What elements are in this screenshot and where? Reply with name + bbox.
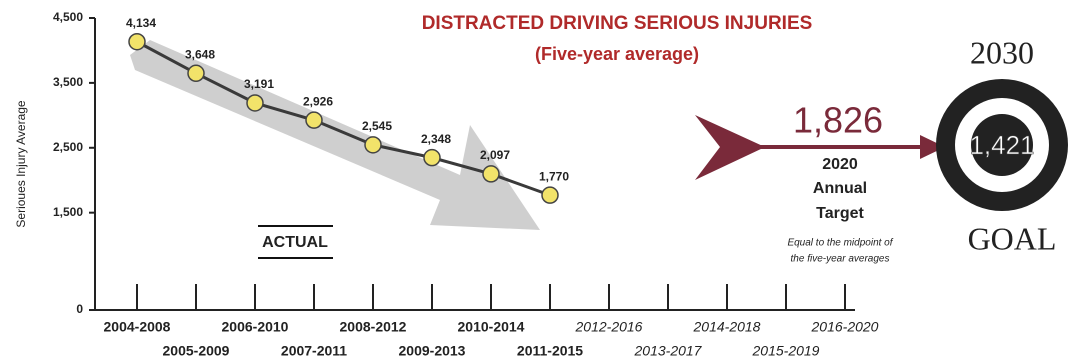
x-tick-label: 2013-2017 xyxy=(634,343,703,359)
x-tick-label: 2007-2011 xyxy=(281,343,347,359)
x-tick-label: 2016-2020 xyxy=(811,319,879,335)
y-tick-label: 2,500 xyxy=(53,140,83,154)
target-note: Equal to the midpoint of xyxy=(787,238,893,249)
data-label: 3,191 xyxy=(244,77,274,91)
y-tick-label: 4,500 xyxy=(53,10,83,24)
target-text: Annual xyxy=(813,180,867,197)
target-arrow-head xyxy=(920,135,945,159)
x-tick-label: 2004-2008 xyxy=(104,319,171,335)
goal-text: GOAL xyxy=(968,220,1057,256)
data-point xyxy=(187,64,205,83)
y-axis-label: Serioues Injury Average xyxy=(14,100,28,228)
goal-center xyxy=(971,114,1033,176)
data-label: 4,134 xyxy=(126,16,156,30)
y-tick-label: 0 xyxy=(76,302,83,316)
y-tick-label: 3,500 xyxy=(53,75,83,89)
data-point xyxy=(423,148,441,167)
chart-subtitle: (Five-year average) xyxy=(535,44,699,64)
target-text: 2020 xyxy=(822,156,858,173)
trend-arrow xyxy=(130,40,540,230)
data-label: 3,648 xyxy=(185,47,215,61)
target-text: Target xyxy=(816,205,864,222)
data-label: 2,545 xyxy=(362,119,392,133)
y-tick-label: 1,500 xyxy=(53,205,83,219)
data-label: 2,926 xyxy=(303,94,333,108)
x-tick-label: 2011-2015 xyxy=(517,343,583,359)
data-point xyxy=(364,136,382,154)
x-tick-label: 2015-2019 xyxy=(752,343,820,359)
target-arrow-fletching xyxy=(695,115,765,180)
data-point xyxy=(246,94,264,112)
data-point xyxy=(305,111,323,129)
data-line xyxy=(136,40,551,197)
goal-year: 2030 xyxy=(970,34,1034,70)
target-note: the five-year averages xyxy=(791,254,890,265)
x-tick-label: 2006-2010 xyxy=(222,319,289,335)
data-label: 1,770 xyxy=(539,169,569,183)
x-tick-label: 2014-2018 xyxy=(693,319,761,335)
chart-title: DISTRACTED DRIVING SERIOUS INJURIES xyxy=(422,13,813,34)
data-point xyxy=(482,165,500,183)
x-tick-label: 2010-2014 xyxy=(458,319,525,335)
goal-value: 1,421 xyxy=(969,130,1034,160)
data-label: 2,097 xyxy=(480,148,510,162)
x-tick-label: 2005-2009 xyxy=(163,343,230,359)
data-point xyxy=(541,186,559,204)
x-tick-label: 2009-2013 xyxy=(399,343,466,359)
data-label: 2,348 xyxy=(421,132,451,146)
target-value: 1,826 xyxy=(793,100,883,141)
actual-label: ACTUAL xyxy=(262,234,328,251)
data-point xyxy=(128,32,146,51)
x-tick-label: 2012-2016 xyxy=(575,319,643,335)
x-tick-label: 2008-2012 xyxy=(340,319,407,335)
